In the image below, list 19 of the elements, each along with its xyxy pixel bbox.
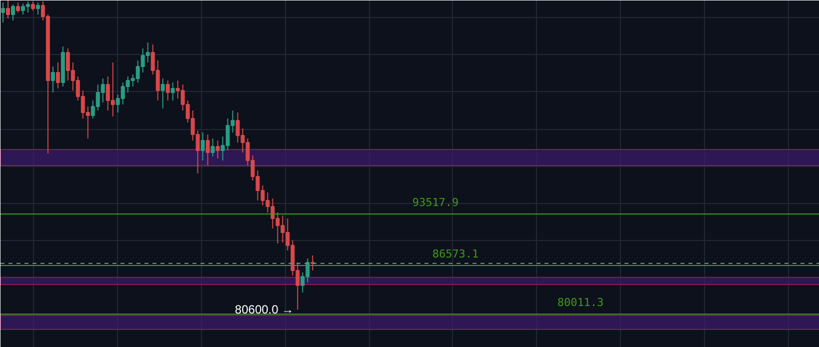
candlestick	[36, 2, 40, 15]
candlestick	[10, 4, 15, 21]
ref-line-label: 93517.9	[412, 196, 459, 210]
candlestick	[30, 0, 35, 11]
ref-line-label: 80011.3	[557, 296, 604, 310]
ref-line-label: 86573.1	[432, 247, 479, 260]
candlestick	[166, 80, 170, 101]
candlestick	[210, 138, 215, 157]
candlestick	[56, 62, 60, 89]
candlestick	[50, 66, 55, 93]
candlestick	[160, 78, 165, 109]
annotation: 80600.0 →	[234, 302, 294, 317]
candlestick	[6, 0, 10, 19]
candlestick	[1, 2, 5, 23]
candlestick	[206, 134, 210, 166]
candlestick	[16, 2, 20, 13]
candlestick	[200, 132, 205, 161]
candlestick	[170, 82, 175, 101]
candlestick	[216, 140, 220, 159]
